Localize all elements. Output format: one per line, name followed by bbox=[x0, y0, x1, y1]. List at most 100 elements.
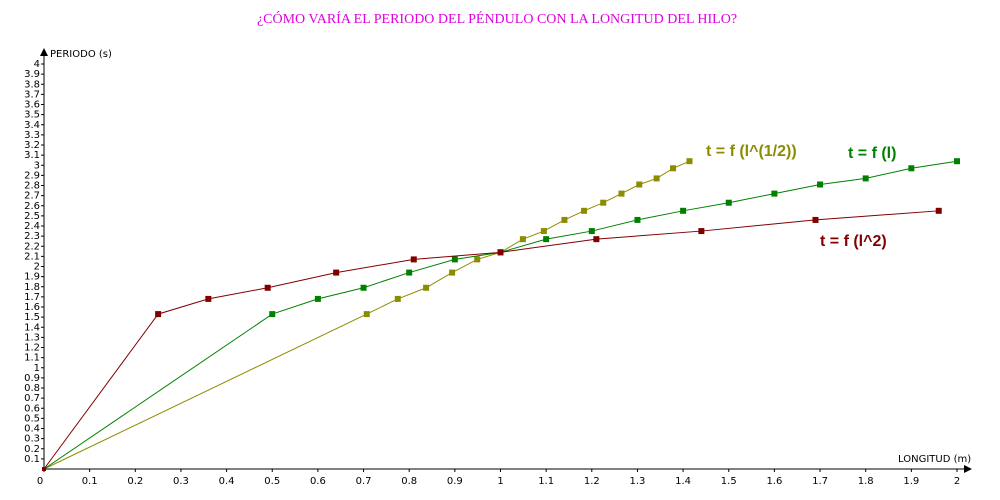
y-tick-label: 3.4 bbox=[24, 120, 40, 131]
x-tick-label: 1.8 bbox=[858, 476, 874, 487]
y-tick-label: 3.1 bbox=[24, 150, 40, 161]
y-tick-label: 2.4 bbox=[24, 221, 40, 232]
point bbox=[935, 207, 942, 214]
x-tick-label: 1.7 bbox=[812, 476, 828, 487]
y-tick-label: 0.2 bbox=[24, 444, 40, 455]
point bbox=[264, 284, 271, 291]
y-tick-label: 0.8 bbox=[24, 383, 40, 394]
y-tick-label: 0.6 bbox=[24, 403, 40, 414]
point bbox=[771, 190, 778, 197]
x-tick-label: 0.7 bbox=[356, 476, 372, 487]
point bbox=[540, 228, 547, 235]
y-tick-label: 0.5 bbox=[24, 413, 40, 424]
y-tick-label: 1.4 bbox=[24, 322, 40, 333]
point bbox=[634, 216, 641, 223]
point bbox=[725, 199, 732, 206]
point bbox=[543, 236, 550, 243]
x-tick-label: 0.5 bbox=[264, 476, 280, 487]
y-tick-label: 2.9 bbox=[24, 170, 40, 181]
point bbox=[333, 269, 340, 276]
point bbox=[406, 269, 413, 276]
y-tick-label: 2.8 bbox=[24, 181, 40, 192]
y-tick-label: 0.4 bbox=[24, 424, 40, 435]
x-tick-label: 0.2 bbox=[127, 476, 143, 487]
point bbox=[423, 284, 430, 291]
y-tick-label: 1.2 bbox=[24, 343, 40, 354]
y-tick-label: 3.9 bbox=[24, 69, 40, 80]
point bbox=[205, 295, 212, 302]
series-label: t = f (l) bbox=[848, 145, 896, 162]
series-line bbox=[43, 160, 958, 470]
point bbox=[636, 181, 643, 188]
point bbox=[474, 256, 481, 263]
series-label: t = f (l^(1/2)) bbox=[706, 143, 797, 160]
y-tick-label: 2.5 bbox=[24, 211, 40, 222]
point bbox=[451, 256, 458, 263]
y-tick-label: 1.3 bbox=[24, 332, 40, 343]
y-tick-label: 2 bbox=[34, 262, 40, 273]
point bbox=[561, 216, 568, 223]
y-tick-label: 3.5 bbox=[24, 110, 40, 121]
point bbox=[588, 228, 595, 235]
x-tick-label: 2 bbox=[954, 476, 960, 487]
y-tick-label: 2.6 bbox=[24, 201, 40, 212]
point bbox=[954, 158, 960, 165]
point bbox=[410, 256, 417, 263]
point bbox=[581, 207, 588, 214]
x-tick-label: 1.4 bbox=[675, 476, 691, 487]
y-tick-label: 2.2 bbox=[24, 241, 40, 252]
y-tick-label: 0.1 bbox=[24, 454, 40, 465]
series-line bbox=[43, 210, 939, 470]
y-tick-label: 3.2 bbox=[24, 140, 40, 151]
y-arrow bbox=[40, 48, 48, 56]
x-tick-label: 1.2 bbox=[584, 476, 600, 487]
chart-title: ¿CÓMO VARÍA EL PERIODO DEL PÉNDULO CON L… bbox=[257, 10, 737, 27]
y-axis-label: PERIODO (s) bbox=[50, 49, 112, 60]
y-tick-label: 3.3 bbox=[24, 130, 40, 141]
x-tick-label: 1.3 bbox=[629, 476, 645, 487]
x-tick-label: 1.5 bbox=[721, 476, 737, 487]
y-tick-label: 1.9 bbox=[24, 272, 40, 283]
point bbox=[269, 311, 276, 318]
point bbox=[812, 216, 819, 223]
y-tick-label: 1.6 bbox=[24, 302, 40, 313]
point bbox=[519, 236, 526, 243]
x-tick-label: 1 bbox=[497, 476, 503, 487]
point bbox=[618, 190, 625, 197]
series-label: t = f (l^2) bbox=[820, 233, 887, 250]
y-tick-label: 1.7 bbox=[24, 292, 40, 303]
y-tick-label: 3.7 bbox=[24, 89, 40, 100]
y-tick-label: 1 bbox=[34, 363, 40, 374]
x-axis-label: LONGITUD (m) bbox=[898, 454, 971, 465]
y-tick-label: 2.7 bbox=[24, 191, 40, 202]
point bbox=[42, 467, 46, 471]
x-tick-label: 0 bbox=[37, 476, 43, 487]
point bbox=[394, 295, 401, 302]
y-tick-label: 0.9 bbox=[24, 373, 40, 384]
point bbox=[686, 158, 693, 165]
point bbox=[155, 311, 162, 318]
y-tick-label: 3.6 bbox=[24, 100, 40, 111]
y-tick-label: 1.8 bbox=[24, 282, 40, 293]
x-tick-label: 0.8 bbox=[401, 476, 417, 487]
x-tick-label: 0.1 bbox=[82, 476, 98, 487]
y-tick-label: 1.1 bbox=[24, 353, 40, 364]
x-tick-label: 1.6 bbox=[766, 476, 782, 487]
y-tick-label: 0.7 bbox=[24, 393, 40, 404]
x-tick-label: 1.1 bbox=[538, 476, 554, 487]
point bbox=[698, 228, 705, 235]
y-tick-label: 1.5 bbox=[24, 312, 40, 323]
x-tick-label: 1.9 bbox=[903, 476, 919, 487]
point bbox=[497, 249, 504, 256]
point bbox=[314, 295, 321, 302]
point bbox=[670, 165, 677, 172]
x-tick-label: 0.4 bbox=[219, 476, 235, 487]
point bbox=[360, 284, 367, 291]
point bbox=[680, 207, 687, 214]
y-tick-label: 2.3 bbox=[24, 231, 40, 242]
y-tick-label: 0.3 bbox=[24, 434, 40, 445]
point bbox=[449, 269, 456, 276]
y-tick-label: 4 bbox=[34, 59, 40, 70]
y-tick-label: 3 bbox=[34, 160, 40, 171]
